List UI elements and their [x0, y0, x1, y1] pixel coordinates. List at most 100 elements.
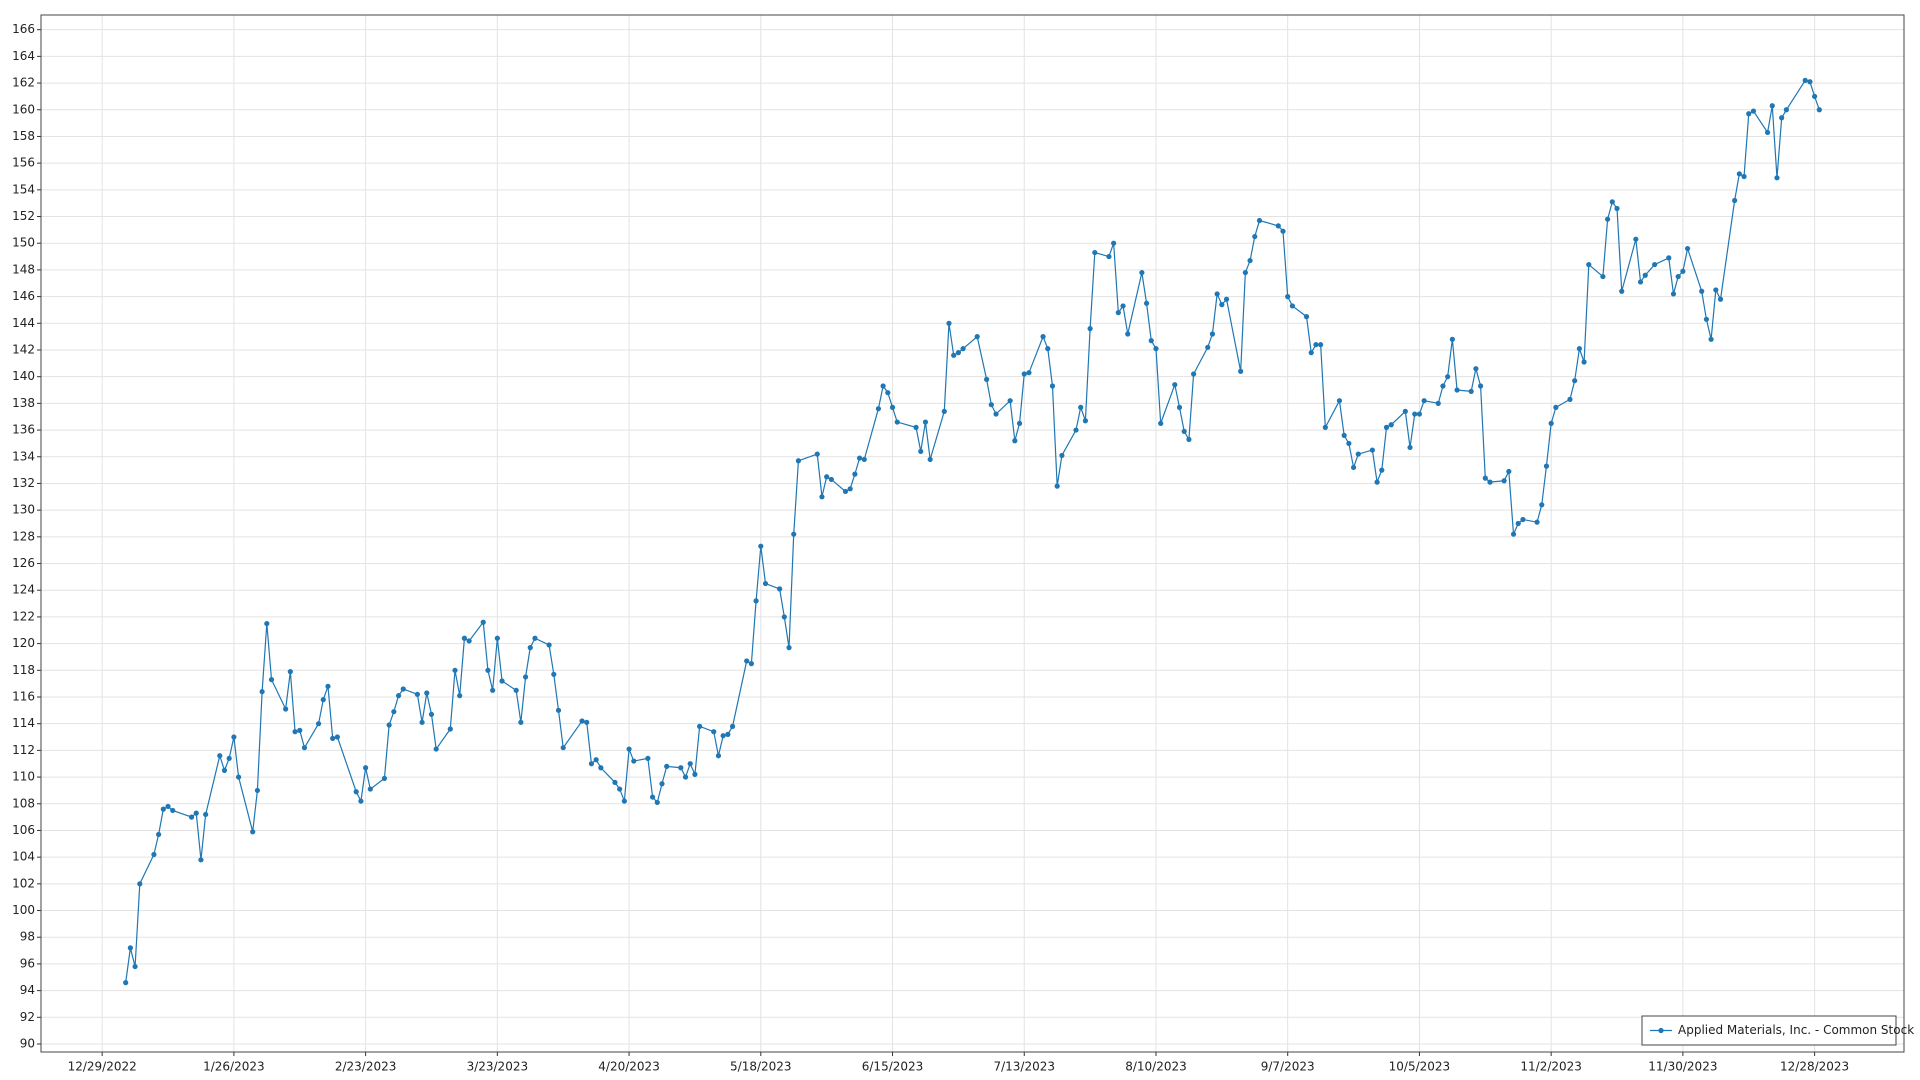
data-point	[584, 719, 590, 725]
data-point	[1482, 475, 1488, 481]
data-point	[1614, 205, 1620, 212]
data-point	[522, 674, 529, 680]
data-point	[697, 723, 703, 729]
data-point	[1567, 396, 1573, 402]
x-tick-label: 8/10/2023	[1125, 1060, 1187, 1074]
data-point	[1214, 291, 1220, 297]
data-point	[1087, 326, 1093, 332]
y-tick-label: 156	[12, 156, 35, 170]
data-point	[777, 586, 783, 592]
data-point	[664, 763, 670, 769]
y-tick-label: 142	[12, 342, 35, 356]
data-point	[353, 789, 359, 795]
data-point	[984, 376, 990, 382]
data-point	[1012, 438, 1018, 444]
data-point	[1553, 404, 1559, 410]
data-point	[645, 755, 651, 761]
x-tick-label: 5/18/2023	[730, 1060, 792, 1074]
data-point	[452, 667, 458, 673]
data-point	[292, 729, 298, 735]
data-point	[381, 775, 388, 782]
data-point	[400, 686, 406, 692]
data-point	[725, 731, 731, 737]
data-point	[598, 765, 604, 771]
data-point	[847, 486, 853, 492]
data-point	[856, 455, 863, 461]
data-layer	[123, 77, 1822, 986]
data-point	[358, 798, 364, 804]
data-point	[433, 746, 439, 752]
data-point	[1252, 233, 1258, 240]
data-point	[1143, 300, 1150, 306]
data-point	[1609, 199, 1615, 205]
data-point	[988, 402, 994, 408]
legend-label: Applied Materials, Inc. - Common Stock	[1678, 1023, 1914, 1037]
data-point	[226, 755, 232, 761]
data-point	[1341, 432, 1347, 439]
data-point	[1059, 452, 1065, 459]
data-point	[1534, 519, 1540, 525]
grid: 90 92 94 96 98 100 102 104 106 108 110 112 114 116 118…	[12, 15, 1904, 1074]
data-point	[518, 719, 524, 725]
data-point	[1313, 342, 1319, 348]
data-point	[137, 881, 143, 887]
data-point	[264, 620, 270, 627]
x-tick-label: 11/2/2023	[1520, 1060, 1582, 1074]
data-point	[1021, 371, 1027, 377]
data-point	[1054, 483, 1060, 489]
data-point	[814, 451, 820, 457]
data-point	[748, 661, 754, 667]
data-point	[1515, 520, 1521, 527]
y-tick-label: 164	[12, 49, 35, 63]
data-point	[363, 765, 369, 771]
data-point	[301, 745, 308, 751]
data-point	[1473, 366, 1479, 372]
y-tick-label: 92	[20, 1010, 35, 1024]
data-point	[330, 735, 336, 741]
data-point	[235, 774, 242, 780]
data-point	[913, 424, 919, 430]
x-tick-label: 12/28/2023	[1780, 1060, 1849, 1074]
data-point	[1115, 310, 1121, 316]
data-point	[927, 456, 933, 463]
data-point	[842, 488, 849, 495]
data-point	[678, 765, 684, 771]
legend-box	[1641, 1015, 1897, 1046]
data-point	[579, 718, 585, 724]
data-point	[1774, 175, 1780, 181]
data-point	[546, 642, 552, 648]
data-point	[889, 404, 896, 410]
x-tick-label: 10/5/2023	[1389, 1060, 1451, 1074]
y-tick-label: 98	[20, 930, 35, 944]
y-tick-label: 122	[12, 609, 35, 623]
data-point	[649, 794, 656, 800]
x-tick-label: 6/15/2023	[862, 1060, 924, 1074]
y-tick-label: 152	[12, 209, 35, 223]
data-point	[485, 667, 491, 673]
data-point	[1605, 216, 1611, 222]
y-tick-label: 124	[12, 583, 35, 597]
x-tick-label: 9/7/2023	[1261, 1060, 1315, 1074]
data-point	[1816, 107, 1822, 113]
data-point	[1322, 424, 1328, 430]
data-point	[466, 638, 472, 644]
data-point	[941, 408, 947, 414]
data-point	[1454, 387, 1460, 393]
data-point	[193, 810, 199, 816]
plot-frame	[40, 14, 1905, 1053]
data-point	[659, 781, 665, 787]
legend-marker	[1658, 1027, 1664, 1034]
data-point	[1256, 217, 1263, 224]
data-point	[1209, 331, 1216, 337]
data-point	[1153, 346, 1159, 352]
data-point	[1501, 478, 1507, 484]
y-tick-label: 162	[12, 76, 35, 90]
y-tick-label: 160	[12, 102, 35, 116]
y-tick-label: 166	[12, 22, 35, 36]
data-point	[1421, 398, 1427, 404]
data-point	[1600, 273, 1606, 280]
data-point	[494, 635, 500, 641]
data-point	[692, 771, 698, 777]
data-point	[259, 689, 265, 695]
data-point	[480, 619, 486, 625]
